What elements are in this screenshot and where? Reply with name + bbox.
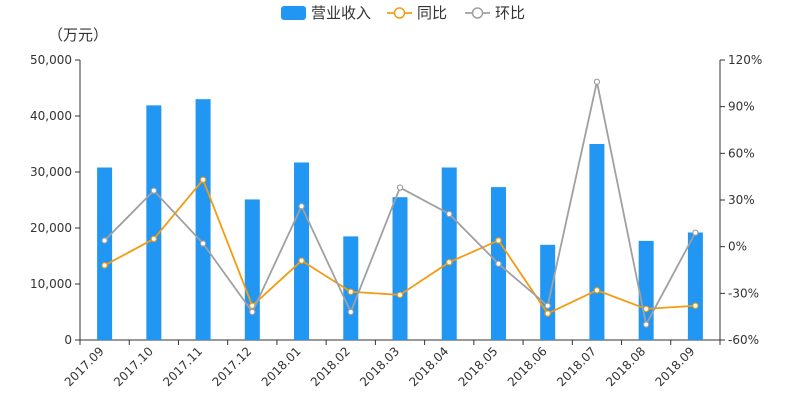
- line-series: [101, 78, 699, 328]
- bar: [294, 162, 310, 340]
- legend-label: 营业收入: [311, 4, 371, 22]
- series-point: [642, 305, 650, 313]
- legend-swatch-bar: [281, 6, 306, 20]
- x-tick-label: 2017.10: [111, 344, 156, 389]
- y-right-tick-label: 30%: [728, 193, 755, 207]
- legend-swatch-marker: [471, 7, 484, 19]
- bar: [97, 167, 113, 340]
- x-tick-label: 2018.08: [603, 344, 648, 389]
- bar: [638, 240, 654, 340]
- series-point: [199, 240, 207, 247]
- series-point: [101, 237, 108, 244]
- bar: [195, 99, 211, 340]
- series-point: [199, 176, 207, 183]
- legend-label: 环比: [495, 4, 525, 22]
- series-point: [298, 203, 305, 210]
- bar: [244, 199, 260, 340]
- y-left-tick-label: 0: [64, 333, 72, 347]
- y-left-tick-label: 40,000: [30, 109, 72, 123]
- y-left-tick-label: 20,000: [30, 221, 72, 235]
- series-point: [692, 229, 699, 236]
- bar: [441, 167, 457, 340]
- bar: [540, 244, 556, 340]
- series-point: [150, 235, 158, 243]
- x-tick-label: 2018.09: [653, 344, 698, 389]
- bar: [392, 197, 408, 340]
- series-point: [544, 310, 551, 317]
- x-tick-label: 2017.09: [62, 344, 107, 389]
- series-point: [249, 308, 256, 316]
- x-tick-label: 2018.03: [357, 344, 402, 389]
- y-right-tick-label: 120%: [728, 53, 762, 67]
- y-right-tick-label: -30%: [728, 286, 759, 300]
- series-point: [446, 210, 453, 218]
- bar: [589, 144, 605, 340]
- x-tick-label: 2017.12: [209, 344, 254, 389]
- series-point: [396, 184, 404, 191]
- bar: [146, 105, 162, 340]
- series-point: [446, 259, 453, 266]
- series-point: [544, 302, 551, 309]
- legend-swatch-marker: [393, 7, 406, 19]
- series-point: [396, 291, 404, 299]
- legend: 营业收入 同比 环比: [281, 4, 525, 22]
- series-point: [298, 257, 305, 264]
- series-point: [101, 262, 108, 269]
- series-point: [692, 302, 699, 309]
- series-point: [150, 187, 158, 194]
- y-right-tick-label: 90%: [728, 100, 755, 114]
- x-tick-label: 2018.07: [554, 344, 599, 389]
- x-tick-label: 2018.02: [308, 344, 353, 389]
- x-axis-labels: 2017.09 2017.10 2017.11 2017.12 2018.01 2018.…: [62, 344, 698, 389]
- series-point: [593, 287, 601, 294]
- series-point: [495, 237, 502, 244]
- y-left-unit-label: （万元）: [48, 26, 108, 44]
- bar-series: [97, 99, 703, 340]
- series-point: [347, 288, 354, 295]
- y-left-tick-label: 30,000: [30, 165, 72, 179]
- x-tick-label: 2018.04: [406, 344, 451, 389]
- bar: [343, 236, 359, 340]
- y-right-tick-label: -60%: [728, 333, 759, 347]
- x-tick-label: 2018.05: [456, 344, 501, 389]
- y-left-tick-label: 50,000: [30, 53, 72, 67]
- y-left-tick-label: 10,000: [30, 277, 72, 291]
- legend-label: 同比: [417, 4, 447, 22]
- bar: [687, 232, 703, 340]
- series-point: [495, 260, 502, 267]
- y-right-tick-label: 60%: [728, 146, 755, 160]
- series-point: [347, 308, 354, 316]
- x-tick-label: 2018.01: [259, 344, 304, 389]
- x-tick-label: 2018.06: [505, 344, 550, 389]
- y-right-tick-label: 0%: [728, 240, 747, 254]
- x-tick-label: 2017.11: [160, 344, 205, 389]
- series-point: [593, 78, 601, 85]
- series-point: [642, 321, 650, 328]
